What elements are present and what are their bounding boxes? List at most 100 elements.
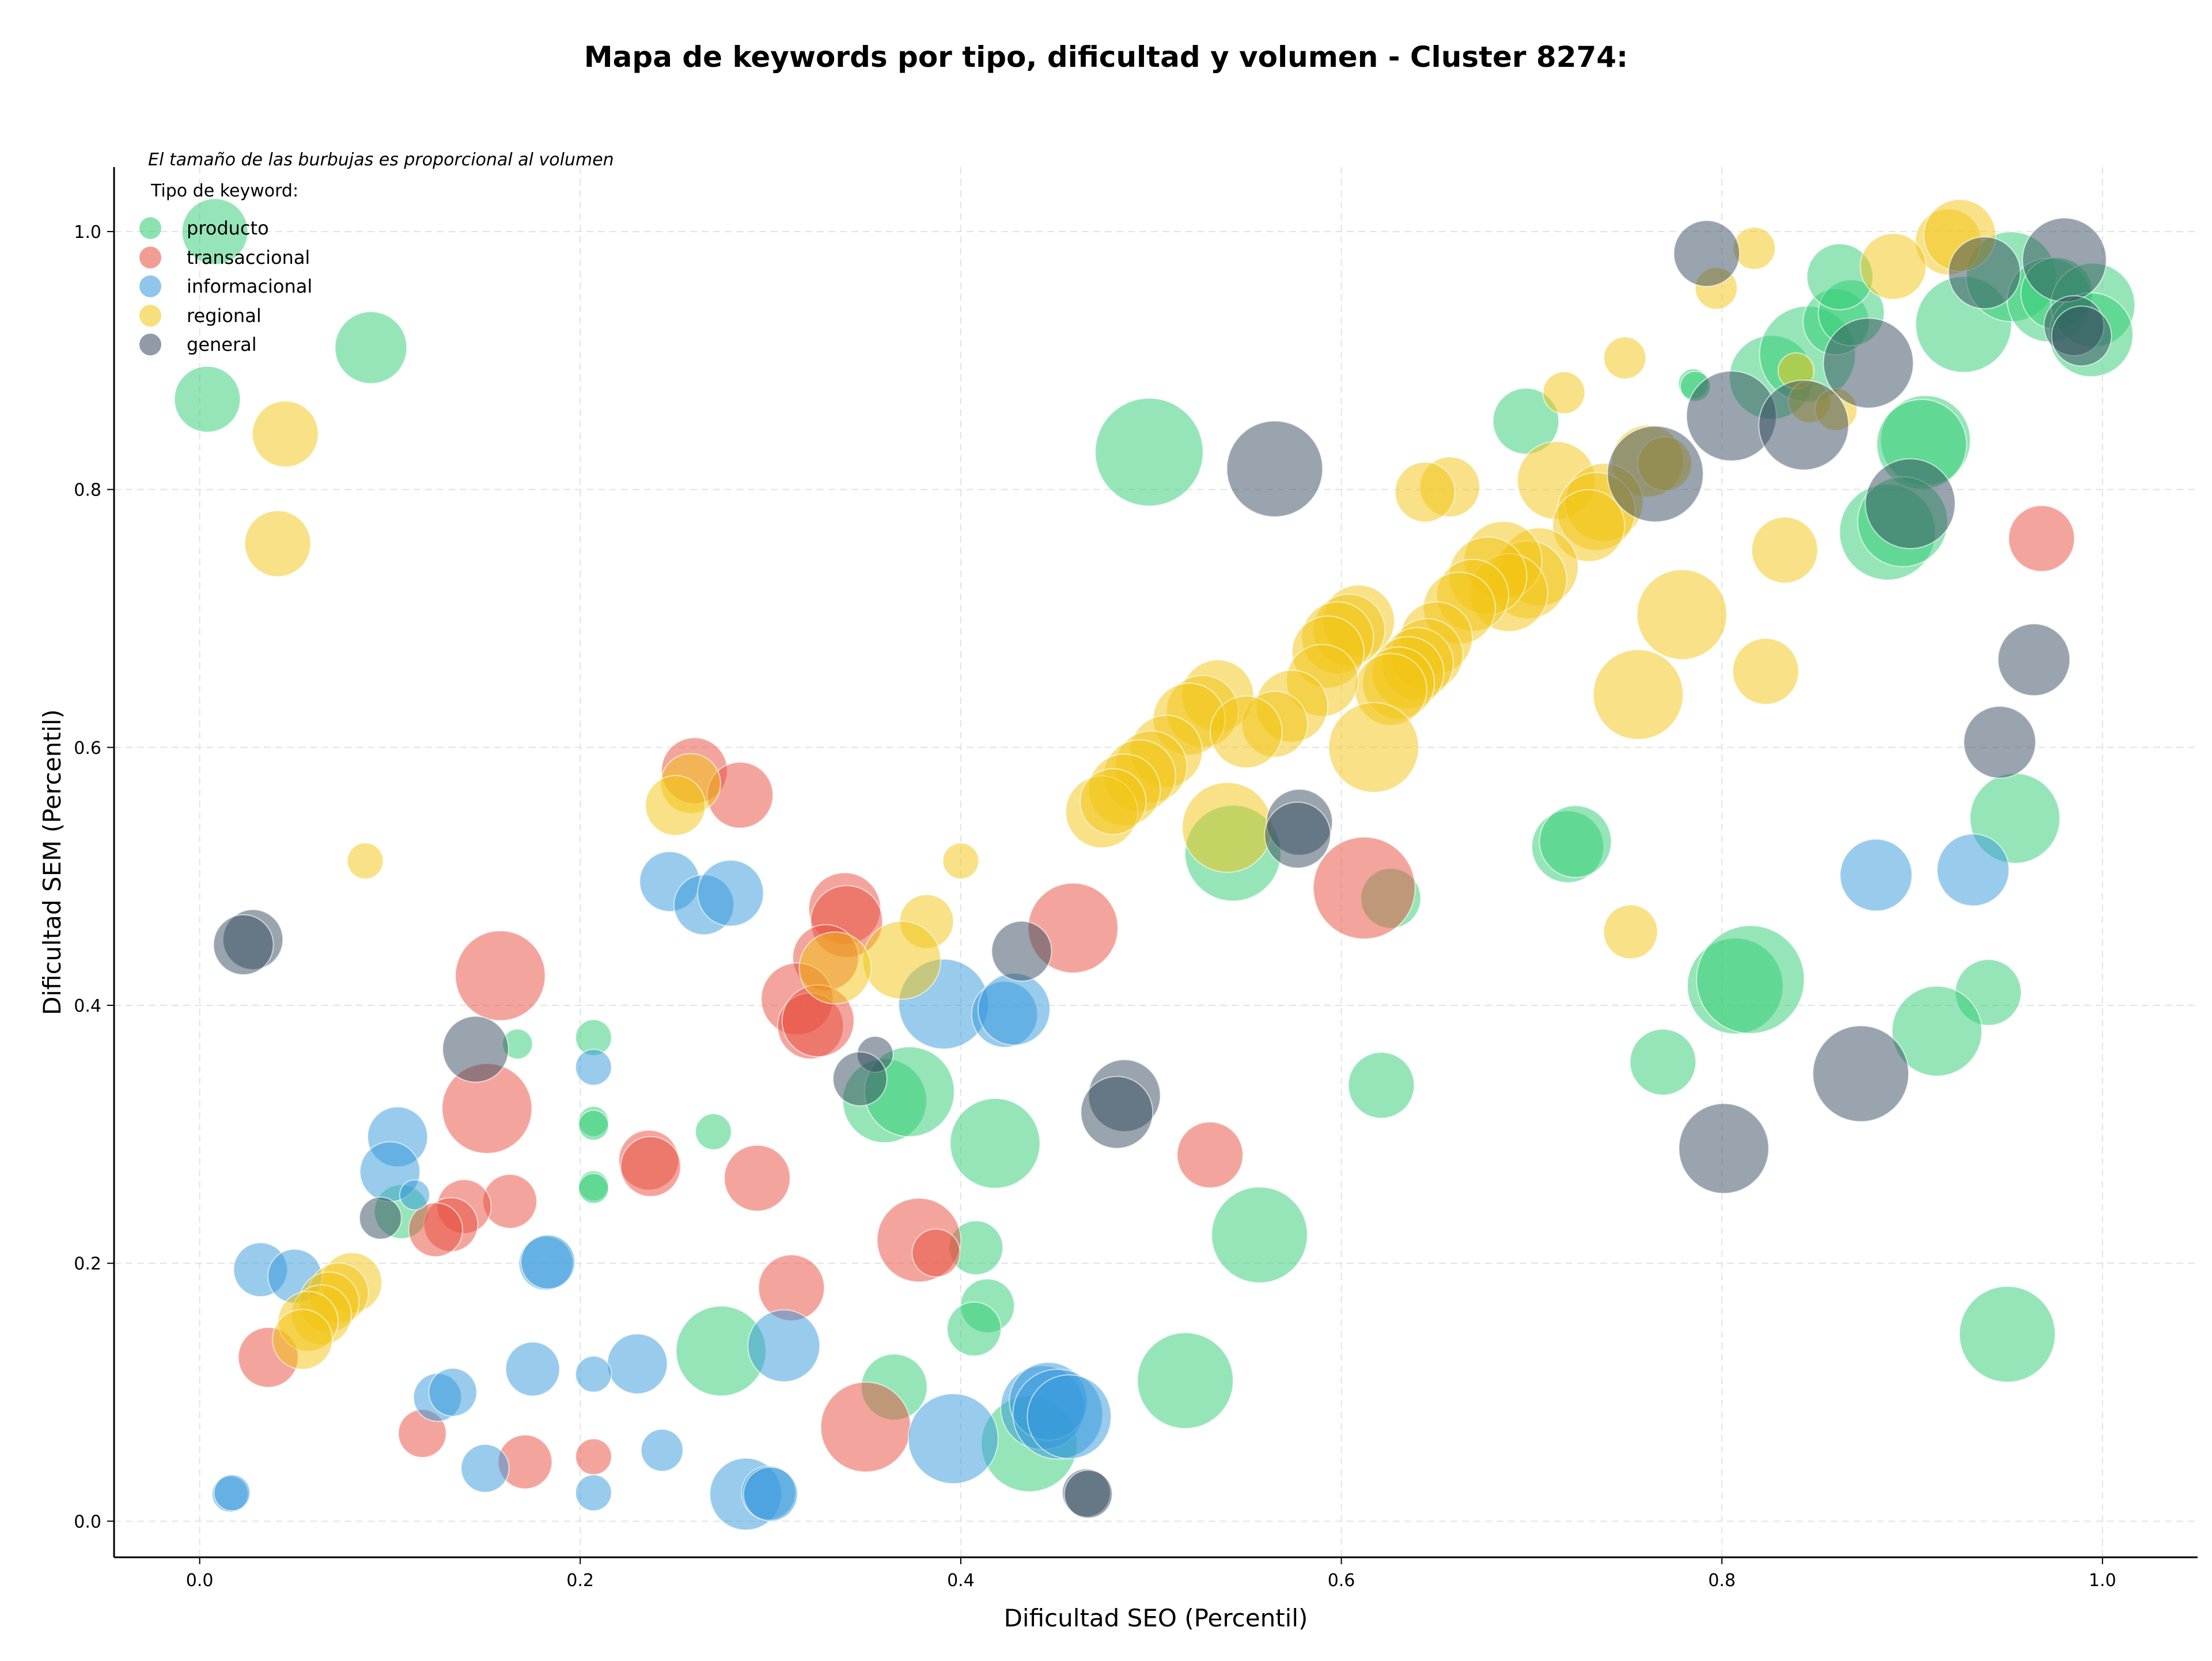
legend-label: regional: [187, 304, 262, 327]
legend-marker: [139, 304, 161, 327]
bubble-informacional: [747, 1309, 821, 1383]
bubble-transaccional: [575, 1438, 612, 1475]
bubble-producto: [1137, 1332, 1234, 1429]
legend-marker: [139, 246, 161, 268]
bubble-regional: [1328, 702, 1419, 793]
bubble-regional: [272, 1308, 333, 1370]
bubble-general: [1607, 425, 1704, 523]
bubble-regional: [1592, 649, 1684, 740]
bubble-producto: [578, 1172, 609, 1204]
bubbles: [173, 198, 2136, 1531]
bubble-producto: [946, 1301, 1002, 1357]
y-tick-label: 0.6: [74, 738, 101, 758]
legend-item-general: general: [138, 330, 312, 360]
bubble-regional: [1751, 516, 1819, 584]
bubble-informacional: [575, 1355, 612, 1393]
bubble-informacional: [399, 1179, 430, 1210]
bubble-transaccional: [1312, 836, 1416, 940]
bubble-transaccional: [1176, 1121, 1244, 1189]
bubble-general: [1823, 317, 1914, 409]
bubble-regional: [1603, 904, 1658, 960]
bubble-regional: [862, 921, 942, 1000]
legend-marker: [139, 275, 161, 298]
bubble-informacional: [697, 860, 764, 927]
bubble-general: [832, 1051, 888, 1107]
bubble-transaccional: [820, 1381, 911, 1473]
bubble-informacional: [460, 1444, 510, 1493]
bubble-informacional: [213, 1474, 251, 1512]
bubble-regional: [346, 842, 384, 880]
bubble-general: [1812, 1025, 1910, 1122]
bubble-general: [1063, 1469, 1113, 1519]
bubble-producto: [173, 365, 241, 433]
bubble-general: [1264, 801, 1331, 869]
x-tick-label: 1.0: [2089, 1571, 2116, 1591]
bubble-transaccional: [620, 1136, 681, 1197]
size-note: El tamaño de las burbujas es proporciona…: [148, 150, 614, 170]
bubble-regional: [244, 510, 312, 577]
bubble-transaccional: [408, 1202, 464, 1258]
bubble-producto: [1492, 387, 1560, 455]
legend-title: Tipo de keyword:: [151, 181, 299, 201]
bubble-informacional: [428, 1367, 478, 1417]
legend-item-producto: producto: [138, 214, 312, 243]
legend: Tipo de keyword: producto transaccional …: [138, 181, 312, 360]
y-tick-label: 0.0: [74, 1512, 101, 1532]
bubble-general: [442, 1015, 509, 1083]
bubble-general: [1865, 458, 1956, 550]
legend-item-informacional: informacional: [138, 272, 312, 301]
bubble-general: [2051, 305, 2112, 367]
y-tick-label: 0.2: [74, 1254, 101, 1274]
bubble-transaccional: [454, 930, 546, 1021]
bubble-producto: [1539, 805, 1612, 879]
bubble-general: [359, 1196, 402, 1240]
bubble-general: [1080, 1076, 1154, 1149]
bubble-producto: [949, 1098, 1041, 1189]
bubble-general: [1226, 420, 1324, 517]
bubble-general: [1673, 220, 1741, 287]
bubble-informacional: [640, 1428, 684, 1472]
bubble-general: [1758, 379, 1850, 471]
bubble-informacional: [1839, 838, 1913, 912]
bubble-informacional: [505, 1341, 560, 1397]
x-tick-label: 0.2: [566, 1571, 594, 1591]
bubble-informacional: [520, 1234, 575, 1290]
bubble-producto: [1211, 1186, 1308, 1284]
bubble-regional: [942, 842, 980, 880]
bubble-regional: [1394, 461, 1456, 523]
bubble-general: [2022, 217, 2107, 303]
bubble-transaccional: [724, 1144, 791, 1212]
legend-marker: [139, 334, 161, 356]
bubble-informacional: [575, 1474, 612, 1512]
legend-item-transaccional: transaccional: [138, 243, 312, 273]
bubble-producto: [1891, 985, 1983, 1077]
bubble-producto: [1696, 925, 1805, 1034]
bubble-informacional: [743, 1466, 798, 1522]
bubble-regional: [1636, 569, 1728, 660]
bubble-producto: [1094, 398, 1204, 507]
bubble-general: [1948, 236, 2021, 309]
x-tick-label: 0.6: [1328, 1571, 1355, 1591]
y-axis-label: Dificultad SEM (Percentil): [38, 709, 66, 1015]
bubble-informacional: [575, 1049, 612, 1086]
bubble-transaccional: [2008, 505, 2075, 572]
bubble-general: [213, 914, 274, 975]
bubble-producto: [1629, 1028, 1697, 1096]
bubble-informacional: [978, 973, 1051, 1046]
legend-label: general: [187, 334, 257, 356]
bubble-regional: [1542, 371, 1586, 415]
legend-item-regional: regional: [138, 301, 312, 331]
bubble-regional: [1603, 336, 1647, 380]
legend-label: producto: [187, 217, 269, 240]
bubble-regional: [1080, 768, 1147, 835]
y-tick-label: 0.8: [74, 480, 101, 501]
bubble-informacional: [1027, 1374, 1112, 1459]
x-axis-label: Dificultad SEO (Percentil): [1004, 1604, 1308, 1632]
bubble-regional: [1210, 695, 1283, 769]
legend-label: informacional: [187, 275, 313, 298]
bubble-regional: [1859, 233, 1927, 300]
bubble-producto: [695, 1113, 732, 1151]
x-tick-label: 0.4: [947, 1571, 975, 1591]
